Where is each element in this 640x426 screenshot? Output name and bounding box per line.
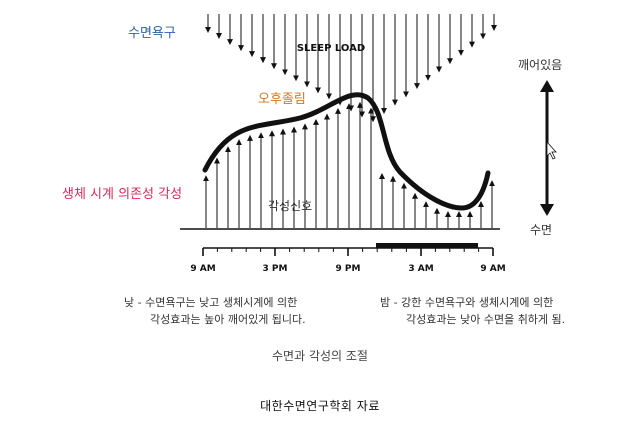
day-caption-line2: 각성효과는 높아 깨어있게 됩니다. [150, 313, 306, 326]
arrow-up-head [540, 80, 554, 92]
mouse-cursor-icon [546, 140, 557, 160]
night-caption-line1: 밤 - 강한 수면욕구와 생체시계에 의한 [380, 296, 554, 309]
time-axis-ticks: 9 AM 3 PM 9 PM 3 AM 9 AM [190, 248, 506, 274]
time-axis-label: 3 AM [408, 264, 433, 274]
awake-label: 깨어있음 [518, 58, 563, 72]
time-axis-label: 9 AM [190, 264, 215, 274]
sleep-label: 수면 [530, 223, 553, 237]
night-caption: 밤 - 강한 수면욕구와 생체시계에 의한 각성효과는 낮아 수면을 취하게 됨… [380, 294, 565, 328]
time-axis-label: 9 PM [336, 264, 361, 274]
alert-signal-label: 각성신호 [268, 199, 312, 213]
time-axis-label: 9 AM [480, 264, 505, 274]
night-caption-line2: 각성효과는 낮아 수면을 취하게 됨. [406, 313, 566, 326]
alert-signal-arrows [203, 101, 495, 228]
time-axis-label: 3 PM [263, 264, 288, 274]
day-caption: 낮 - 수면욕구는 낮고 생체시계에 의한 각성효과는 높아 깨어있게 됩니다. [124, 294, 306, 328]
diagram-title: 수면과 각성의 조절 [272, 349, 368, 363]
source-note: 대한수면연구학회 자료 [260, 399, 380, 413]
arrow-down-head [540, 204, 554, 216]
sleep-load-arrows [205, 14, 497, 123]
sleep-drive-label: 수면욕구 [128, 26, 176, 41]
sleep-period-bar [376, 243, 478, 248]
circadian-curve [202, 92, 491, 211]
afternoon-sleepiness-label: 오후졸림 [258, 92, 306, 107]
day-caption-line1: 낮 - 수면욕구는 낮고 생체시계에 의한 [124, 296, 298, 309]
sleep-load-label: SLEEP LOAD [297, 43, 365, 54]
circadian-alertness-label: 생체 시계 의존성 각성 [62, 187, 183, 202]
